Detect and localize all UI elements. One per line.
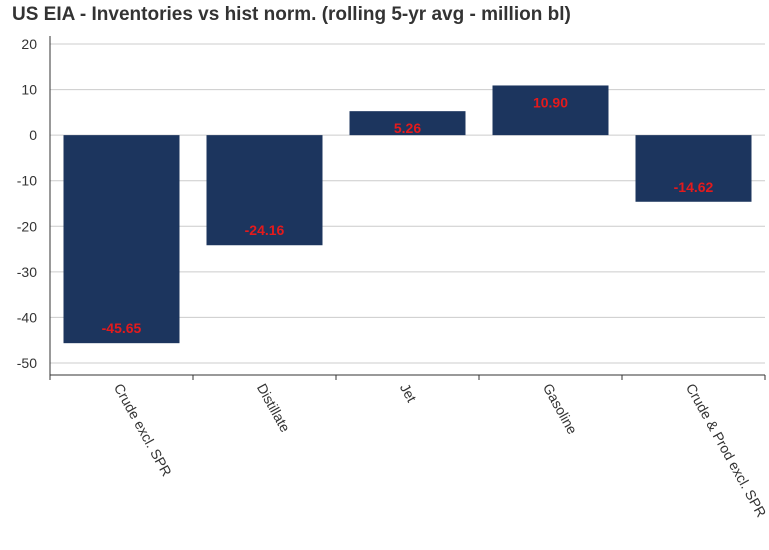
- data-label: -14.62: [674, 179, 714, 195]
- bar: [63, 135, 180, 344]
- bar: [349, 111, 466, 136]
- data-label: 5.26: [394, 120, 421, 136]
- y-tick-label: -40: [17, 309, 37, 325]
- bar: [492, 85, 609, 136]
- category-label: Distillate: [254, 381, 294, 435]
- category-label: Crude & Prod excl. SPR: [683, 381, 769, 520]
- y-tick-label: -50: [17, 355, 37, 371]
- category-label: Crude excl. SPR: [111, 381, 175, 479]
- y-tick-label: -20: [17, 218, 37, 234]
- y-tick-label: -30: [17, 264, 37, 280]
- category-label: Gasoline: [540, 381, 581, 437]
- y-tick-label: -10: [17, 173, 37, 189]
- y-tick-label: 10: [21, 82, 37, 98]
- category-label: Jet: [397, 381, 420, 405]
- bar: [206, 135, 323, 246]
- chart-title: US EIA - Inventories vs hist norm. (roll…: [12, 4, 571, 25]
- data-label: -45.65: [102, 320, 142, 336]
- bar: [635, 135, 752, 202]
- y-tick-label: 0: [29, 127, 37, 143]
- data-label: -24.16: [245, 222, 285, 238]
- y-tick-label: 20: [21, 36, 37, 52]
- data-label: 10.90: [533, 94, 568, 110]
